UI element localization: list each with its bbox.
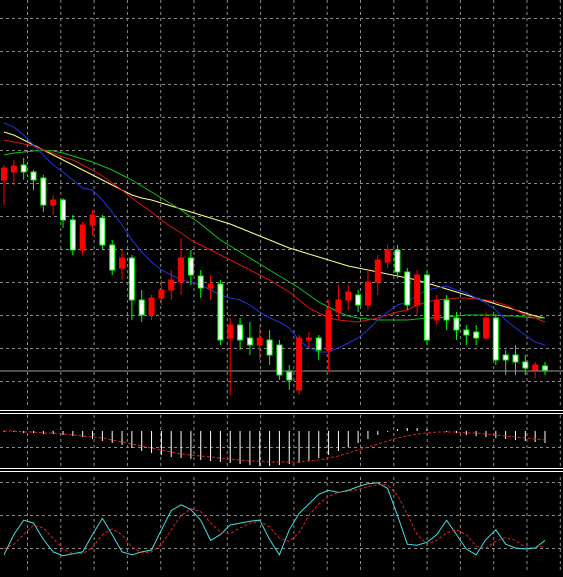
candle-body [89,214,96,226]
candle-body [50,199,57,206]
candle-body [20,164,27,173]
candle-body [325,309,332,351]
indicator-line [3,122,546,353]
candle-body [178,257,185,283]
candle-body [286,371,293,381]
candle-body [246,337,253,346]
candle-body [207,283,214,289]
candle-body [453,317,460,331]
candle-body [40,177,47,206]
candle-body [502,354,509,361]
candle-body [542,365,548,371]
candle-body [69,219,76,251]
indicator-line [3,131,546,319]
candle-body [345,291,352,301]
candle-body [296,337,303,391]
candle-body [256,337,263,346]
candle-body [60,199,67,221]
candle-body [482,317,489,339]
candle-body [168,279,175,291]
candle-body [414,274,421,306]
candle-body [10,165,17,173]
indicator-line [3,149,545,321]
candle-body [138,299,145,316]
candle-body [423,274,430,341]
candle-body [364,281,371,306]
candle-body [217,283,224,341]
candle-body [404,271,411,306]
candle-body [443,299,450,321]
candle-body [197,275,204,289]
indicator-line [4,430,546,463]
candle-body [532,364,539,371]
candle-body [335,299,342,313]
candle-body [237,324,244,341]
candle-body [187,257,194,276]
candle-body [109,244,116,271]
candle-body [522,361,529,369]
candle-body [99,217,106,246]
candle-body [433,299,440,321]
candle-body [473,331,480,339]
candle-body [227,324,234,339]
indicator-line [3,139,546,323]
candle-body [463,329,470,336]
candle-body [119,257,126,269]
indicator-line [3,484,546,555]
candle-body [148,297,155,316]
candle-body [355,294,362,306]
candle-body [1,167,7,181]
candle-body [315,337,322,351]
candle-body [79,224,86,251]
candle-body [384,249,391,263]
candle-body [512,354,519,363]
indicator-line [3,482,546,557]
candle-body [266,339,273,356]
candle-body [128,257,135,301]
candle-body [374,259,381,283]
candle-body [394,249,401,273]
candle-body [158,289,165,299]
candle-body [30,171,37,181]
candle-body [492,317,499,361]
candle-body [276,344,283,376]
candle-body [305,337,312,341]
